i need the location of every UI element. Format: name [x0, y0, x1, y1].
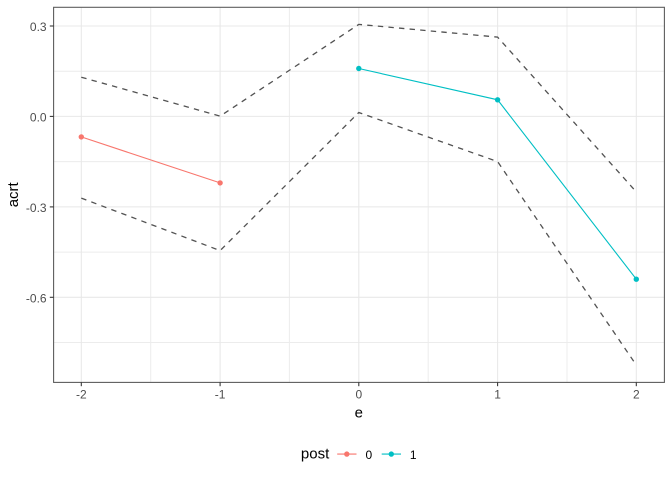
- svg-text:post: post: [301, 446, 330, 463]
- svg-text:0: 0: [366, 448, 373, 462]
- svg-text:1: 1: [494, 388, 501, 402]
- svg-text:0.0: 0.0: [30, 110, 47, 124]
- svg-text:2: 2: [633, 388, 640, 402]
- svg-text:e: e: [355, 405, 363, 422]
- svg-text:0.3: 0.3: [30, 20, 47, 34]
- svg-text:1: 1: [410, 448, 417, 462]
- svg-text:acrt: acrt: [5, 181, 22, 207]
- svg-text:-0.6: -0.6: [26, 291, 47, 305]
- svg-text:-2: -2: [76, 388, 87, 402]
- svg-text:-1: -1: [215, 388, 226, 402]
- svg-text:-0.3: -0.3: [26, 201, 47, 215]
- svg-text:0: 0: [355, 388, 362, 402]
